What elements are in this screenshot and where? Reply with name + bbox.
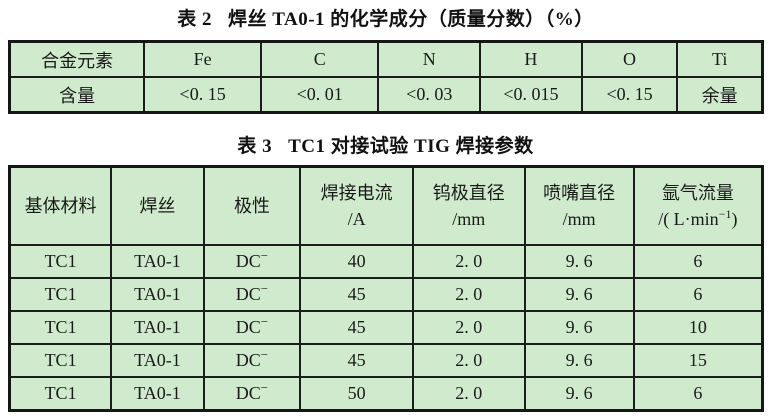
data-cell-current: 40 <box>299 244 415 279</box>
data-cell-argon-flow: 6 <box>632 277 764 312</box>
data-cell-wire: TA0-1 <box>110 244 205 279</box>
table2-content-row: 含量 <0. 15 <0. 01 <0. 03 <0. 015 <0. 15 余… <box>8 76 764 114</box>
data-cell-nozzle-dia: 9. 6 <box>523 376 635 412</box>
header-cell-ti: Ti <box>676 40 764 78</box>
data-cell-o-value: <0. 15 <box>580 76 679 114</box>
data-cell-h-value: <0. 015 <box>479 76 583 114</box>
data-cell-current: 45 <box>299 343 415 378</box>
table3-caption-label: 表 3 <box>237 136 273 157</box>
data-cell-argon-flow: 15 <box>632 343 764 378</box>
data-cell-c-value: <0. 01 <box>259 76 380 114</box>
data-cell-current: 45 <box>299 310 415 345</box>
header-cell-c: C <box>259 40 380 78</box>
data-cell-electrode-dia: 2. 0 <box>412 310 526 345</box>
data-cell-electrode-dia: 2. 0 <box>412 244 526 279</box>
header-cell-nozzle-diameter: 喷嘴直径 /mm <box>523 165 635 246</box>
data-cell-wire: TA0-1 <box>110 310 205 345</box>
data-cell-electrode-dia: 2. 0 <box>412 376 526 412</box>
data-cell-electrode-dia: 2. 0 <box>412 277 526 312</box>
table3-header-row: 基体材料 焊丝 极性 焊接电流 /A 钨极直径 /mm 喷嘴直径 <box>8 165 764 246</box>
data-cell-argon-flow: 6 <box>632 376 764 412</box>
data-cell-nozzle-dia: 9. 6 <box>523 343 635 378</box>
data-cell-base-material: TC1 <box>8 343 113 378</box>
table2-chemical-composition: 合金元素 Fe C N H O Ti 含量 <0. 15 <0. 01 <0. … <box>8 40 764 114</box>
data-cell-base-material: TC1 <box>8 277 113 312</box>
data-cell-nozzle-dia: 9. 6 <box>523 310 635 345</box>
data-cell-base-material: TC1 <box>8 376 113 412</box>
header-cell-electrode-diameter: 钨极直径 /mm <box>412 165 526 246</box>
table3-caption: 表 3 TC1 对接试验 TIG 焊接参数 <box>0 135 771 159</box>
header-cell-polarity: 极性 <box>202 165 302 246</box>
data-cell-argon-flow: 6 <box>632 244 764 279</box>
table2-header-row: 合金元素 Fe C N H O Ti <box>8 40 764 78</box>
data-cell-fe-value: <0. 15 <box>143 76 262 114</box>
table-row: TC1 TA0-1 DC− 50 2. 0 9. 6 6 <box>8 376 764 412</box>
header-cell-base-material: 基体材料 <box>8 165 113 246</box>
header-cell-fe: Fe <box>143 40 262 78</box>
table2-caption: 表 2 焊丝 TA0-1 的化学成分（质量分数）（%） <box>0 0 771 32</box>
table-row: TC1 TA0-1 DC− 45 2. 0 9. 6 10 <box>8 310 764 345</box>
data-cell-electrode-dia: 2. 0 <box>412 343 526 378</box>
data-cell-base-material: TC1 <box>8 244 113 279</box>
table2-caption-text: 焊丝 TA0-1 的化学成分（质量分数）（%） <box>227 9 594 30</box>
data-cell-polarity: DC− <box>202 343 302 378</box>
data-cell-wire: TA0-1 <box>110 343 205 378</box>
data-cell-polarity: DC− <box>202 244 302 279</box>
data-cell-nozzle-dia: 9. 6 <box>523 277 635 312</box>
data-cell-base-material: TC1 <box>8 310 113 345</box>
data-cell-polarity: DC− <box>202 277 302 312</box>
table3-caption-text: TC1 对接试验 TIG 焊接参数 <box>288 136 534 157</box>
data-cell-content-label: 含量 <box>8 76 146 114</box>
data-cell-current: 45 <box>299 277 415 312</box>
table-row: TC1 TA0-1 DC− 45 2. 0 9. 6 15 <box>8 343 764 378</box>
data-cell-nozzle-dia: 9. 6 <box>523 244 635 279</box>
data-cell-ti-value: 余量 <box>676 76 764 114</box>
table2-caption-label: 表 2 <box>177 9 212 30</box>
header-cell-argon-flow: 氩气流量 /( L·min−1) <box>632 165 764 246</box>
data-cell-wire: TA0-1 <box>110 277 205 312</box>
data-cell-n-value: <0. 03 <box>377 76 482 114</box>
table-row: TC1 TA0-1 DC− 40 2. 0 9. 6 6 <box>8 244 764 279</box>
data-cell-polarity: DC− <box>202 376 302 412</box>
header-cell-welding-wire: 焊丝 <box>110 165 205 246</box>
header-cell-n: N <box>377 40 482 78</box>
table-row: TC1 TA0-1 DC− 45 2. 0 9. 6 6 <box>8 277 764 312</box>
header-cell-welding-current: 焊接电流 /A <box>299 165 415 246</box>
data-cell-current: 50 <box>299 376 415 412</box>
header-cell-alloy-element: 合金元素 <box>8 40 146 78</box>
header-cell-o: O <box>580 40 679 78</box>
data-cell-argon-flow: 10 <box>632 310 764 345</box>
data-cell-wire: TA0-1 <box>110 376 205 412</box>
data-cell-polarity: DC− <box>202 310 302 345</box>
table3-welding-parameters: 基体材料 焊丝 极性 焊接电流 /A 钨极直径 /mm 喷嘴直径 <box>8 165 764 412</box>
header-cell-h: H <box>479 40 583 78</box>
